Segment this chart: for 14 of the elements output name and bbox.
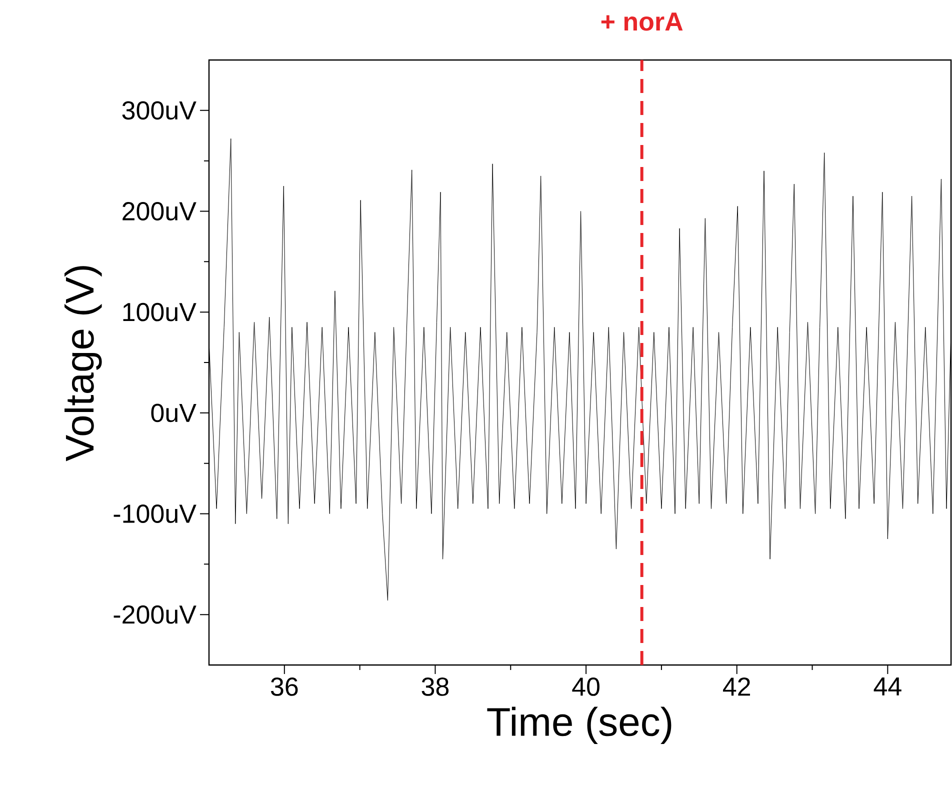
ref-line-label: + norA	[601, 12, 683, 31]
x-tick-label: 42	[722, 678, 750, 696]
y-tick-label: -100uV	[114, 504, 196, 523]
y-tick-label: 0uV	[151, 404, 196, 422]
y-tick-label: 200uV	[122, 202, 196, 220]
y-tick-label: 100uV	[123, 302, 196, 322]
x-tick-label: 44	[874, 678, 902, 696]
x-tick-label: 36	[270, 678, 298, 696]
x-tick-label: 40	[572, 678, 600, 696]
x-tick-label: 38	[422, 678, 449, 696]
y-tick-label: 300uV	[122, 101, 196, 120]
x-axis-title: Time (sec)	[487, 706, 672, 744]
y-axis-title: Voltage (V)	[64, 266, 102, 462]
y-tick-label: -200uV	[114, 605, 196, 624]
